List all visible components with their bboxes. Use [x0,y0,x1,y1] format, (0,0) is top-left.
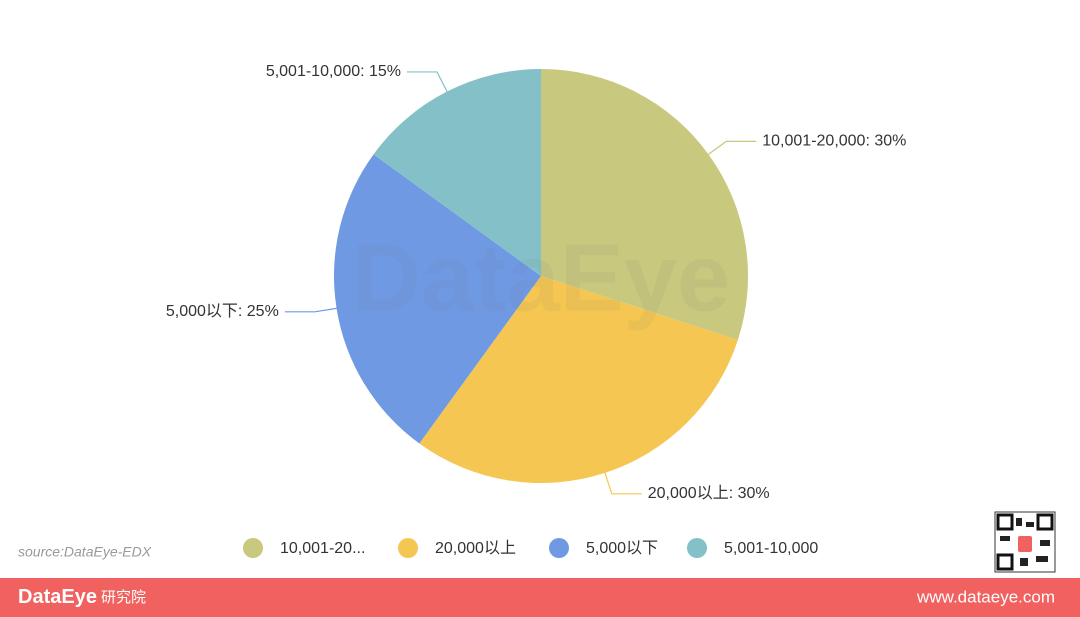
leader-line [708,140,757,155]
leader-line [407,71,448,92]
qr-code [994,511,1056,573]
value-label: 10,001-20,000: 30% [762,133,906,150]
source: source:DataEye-EDX [18,544,152,560]
leader-line [284,307,337,313]
legend-marker [243,538,263,558]
footer-url: www.dataeye.com [916,587,1055,606]
legend-marker [398,538,418,558]
legend-marker [549,538,569,558]
value-label: 5,000以下: 25% [166,303,279,320]
pie-slice [373,69,541,276]
brand-suffix: 研究院 [101,588,146,606]
legend-label: 20,000以上 [435,539,516,557]
pie-slice [333,154,541,444]
legend-label: 5,000以下 [586,540,658,557]
pie [284,69,757,495]
footer-brand: DataEye 研究院 [18,586,146,608]
watermark: DataEye [352,224,731,331]
legend-label: 5,001-10,000 [724,540,818,557]
brand: DataEye [18,586,97,608]
pie-slice [419,276,738,484]
value-label: 20,000以上: 30% [648,484,770,502]
legend-label: 10,001-20... [280,540,365,557]
leader-line [604,472,642,495]
footer-bar [0,578,1080,617]
pie-slice [541,69,748,340]
legend-marker [687,538,707,558]
value-label: 5,001-10,000: 15% [266,63,401,80]
